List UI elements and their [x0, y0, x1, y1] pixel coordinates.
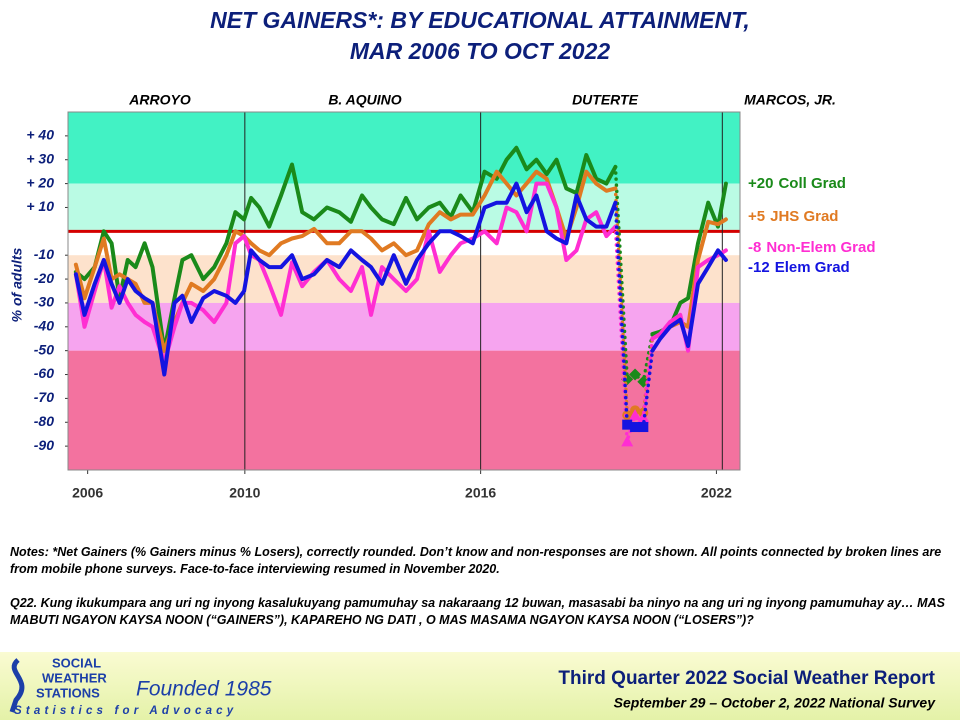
- series-label: +20 Coll Grad: [748, 175, 846, 192]
- series-label: +5 JHS Grad: [748, 208, 838, 225]
- report-title: Third Quarter 2022 Social Weather Report: [558, 668, 935, 689]
- administration-label: DUTERTE: [572, 92, 639, 108]
- marker: [629, 409, 642, 421]
- y-tick-label: -30: [34, 294, 54, 310]
- footer-band: [0, 652, 960, 720]
- logo-tagline: Statistics for Advocacy: [14, 705, 237, 717]
- series-end-value: -12: [748, 259, 770, 276]
- y-tick-label: + 40: [26, 127, 54, 143]
- y-tick-label: + 10: [26, 198, 54, 214]
- y-tick-label: -60: [34, 365, 54, 381]
- x-tick-label: 2016: [465, 485, 496, 501]
- y-tick-label: -90: [34, 437, 54, 453]
- band: [68, 183, 740, 232]
- y-tick-label: -50: [34, 341, 54, 357]
- chart-title: MAR 2006 TO OCT 2022: [350, 38, 611, 64]
- series-name: Coll Grad: [778, 175, 846, 192]
- series-end-value: -8: [748, 239, 761, 256]
- logo-text: WEATHER: [42, 670, 107, 685]
- marker: [621, 435, 634, 447]
- series-line-dotted: [613, 165, 655, 384]
- marker: [630, 422, 641, 433]
- report-subtitle: September 29 – October 2, 2022 National …: [614, 695, 937, 711]
- x-tick-label: 2010: [229, 485, 260, 501]
- x-tick-label: 2022: [701, 485, 732, 501]
- marker: [622, 419, 633, 430]
- marker: [637, 411, 650, 423]
- plot-frame: [67, 111, 741, 471]
- y-axis-title: % of adults: [9, 247, 25, 322]
- y-tick-label: -80: [34, 413, 54, 429]
- x-tick-label: 2006: [72, 485, 103, 501]
- series-line: [650, 248, 728, 353]
- series-name: JHS Grad: [770, 208, 838, 225]
- logo-founded: Founded 1985: [136, 678, 272, 701]
- y-tick-label: + 20: [26, 174, 54, 190]
- logo-mark: [9, 658, 25, 713]
- y-tick-label: + 30: [26, 150, 54, 166]
- administration-label: ARROYO: [128, 92, 191, 108]
- logo-text: STATIONS: [36, 685, 100, 700]
- series-name: Non-Elem Grad: [766, 239, 875, 256]
- logo-text: SOCIAL: [52, 655, 101, 670]
- y-tick-label: -40: [34, 318, 54, 334]
- marker: [629, 368, 642, 381]
- series-end-value: +20: [748, 175, 773, 192]
- series-line: [73, 181, 618, 377]
- series-label: -12 Elem Grad: [748, 259, 850, 276]
- series-end-value: +5: [748, 208, 765, 225]
- series-label: -8 Non-Elem Grad: [748, 239, 876, 256]
- y-tick-label: -70: [34, 389, 54, 405]
- y-tick-label: -20: [34, 270, 54, 286]
- series-line: [73, 181, 618, 365]
- series-name: Elem Grad: [775, 259, 850, 276]
- administration-label: B. AQUINO: [328, 92, 401, 108]
- marker: [638, 422, 649, 433]
- administration-label: MARCOS, JR.: [744, 92, 836, 108]
- notes: Notes: *Net Gainers (% Gainers minus % L…: [10, 545, 942, 576]
- series-line: [73, 145, 618, 353]
- y-tick-label: -10: [34, 246, 54, 262]
- question: Q22. Kung ikukumpara ang uri ng inyong k…: [10, 596, 945, 627]
- band: [68, 112, 740, 184]
- chart-title: NET GAINERS*: BY EDUCATIONAL ATTAINMENT,: [210, 7, 750, 33]
